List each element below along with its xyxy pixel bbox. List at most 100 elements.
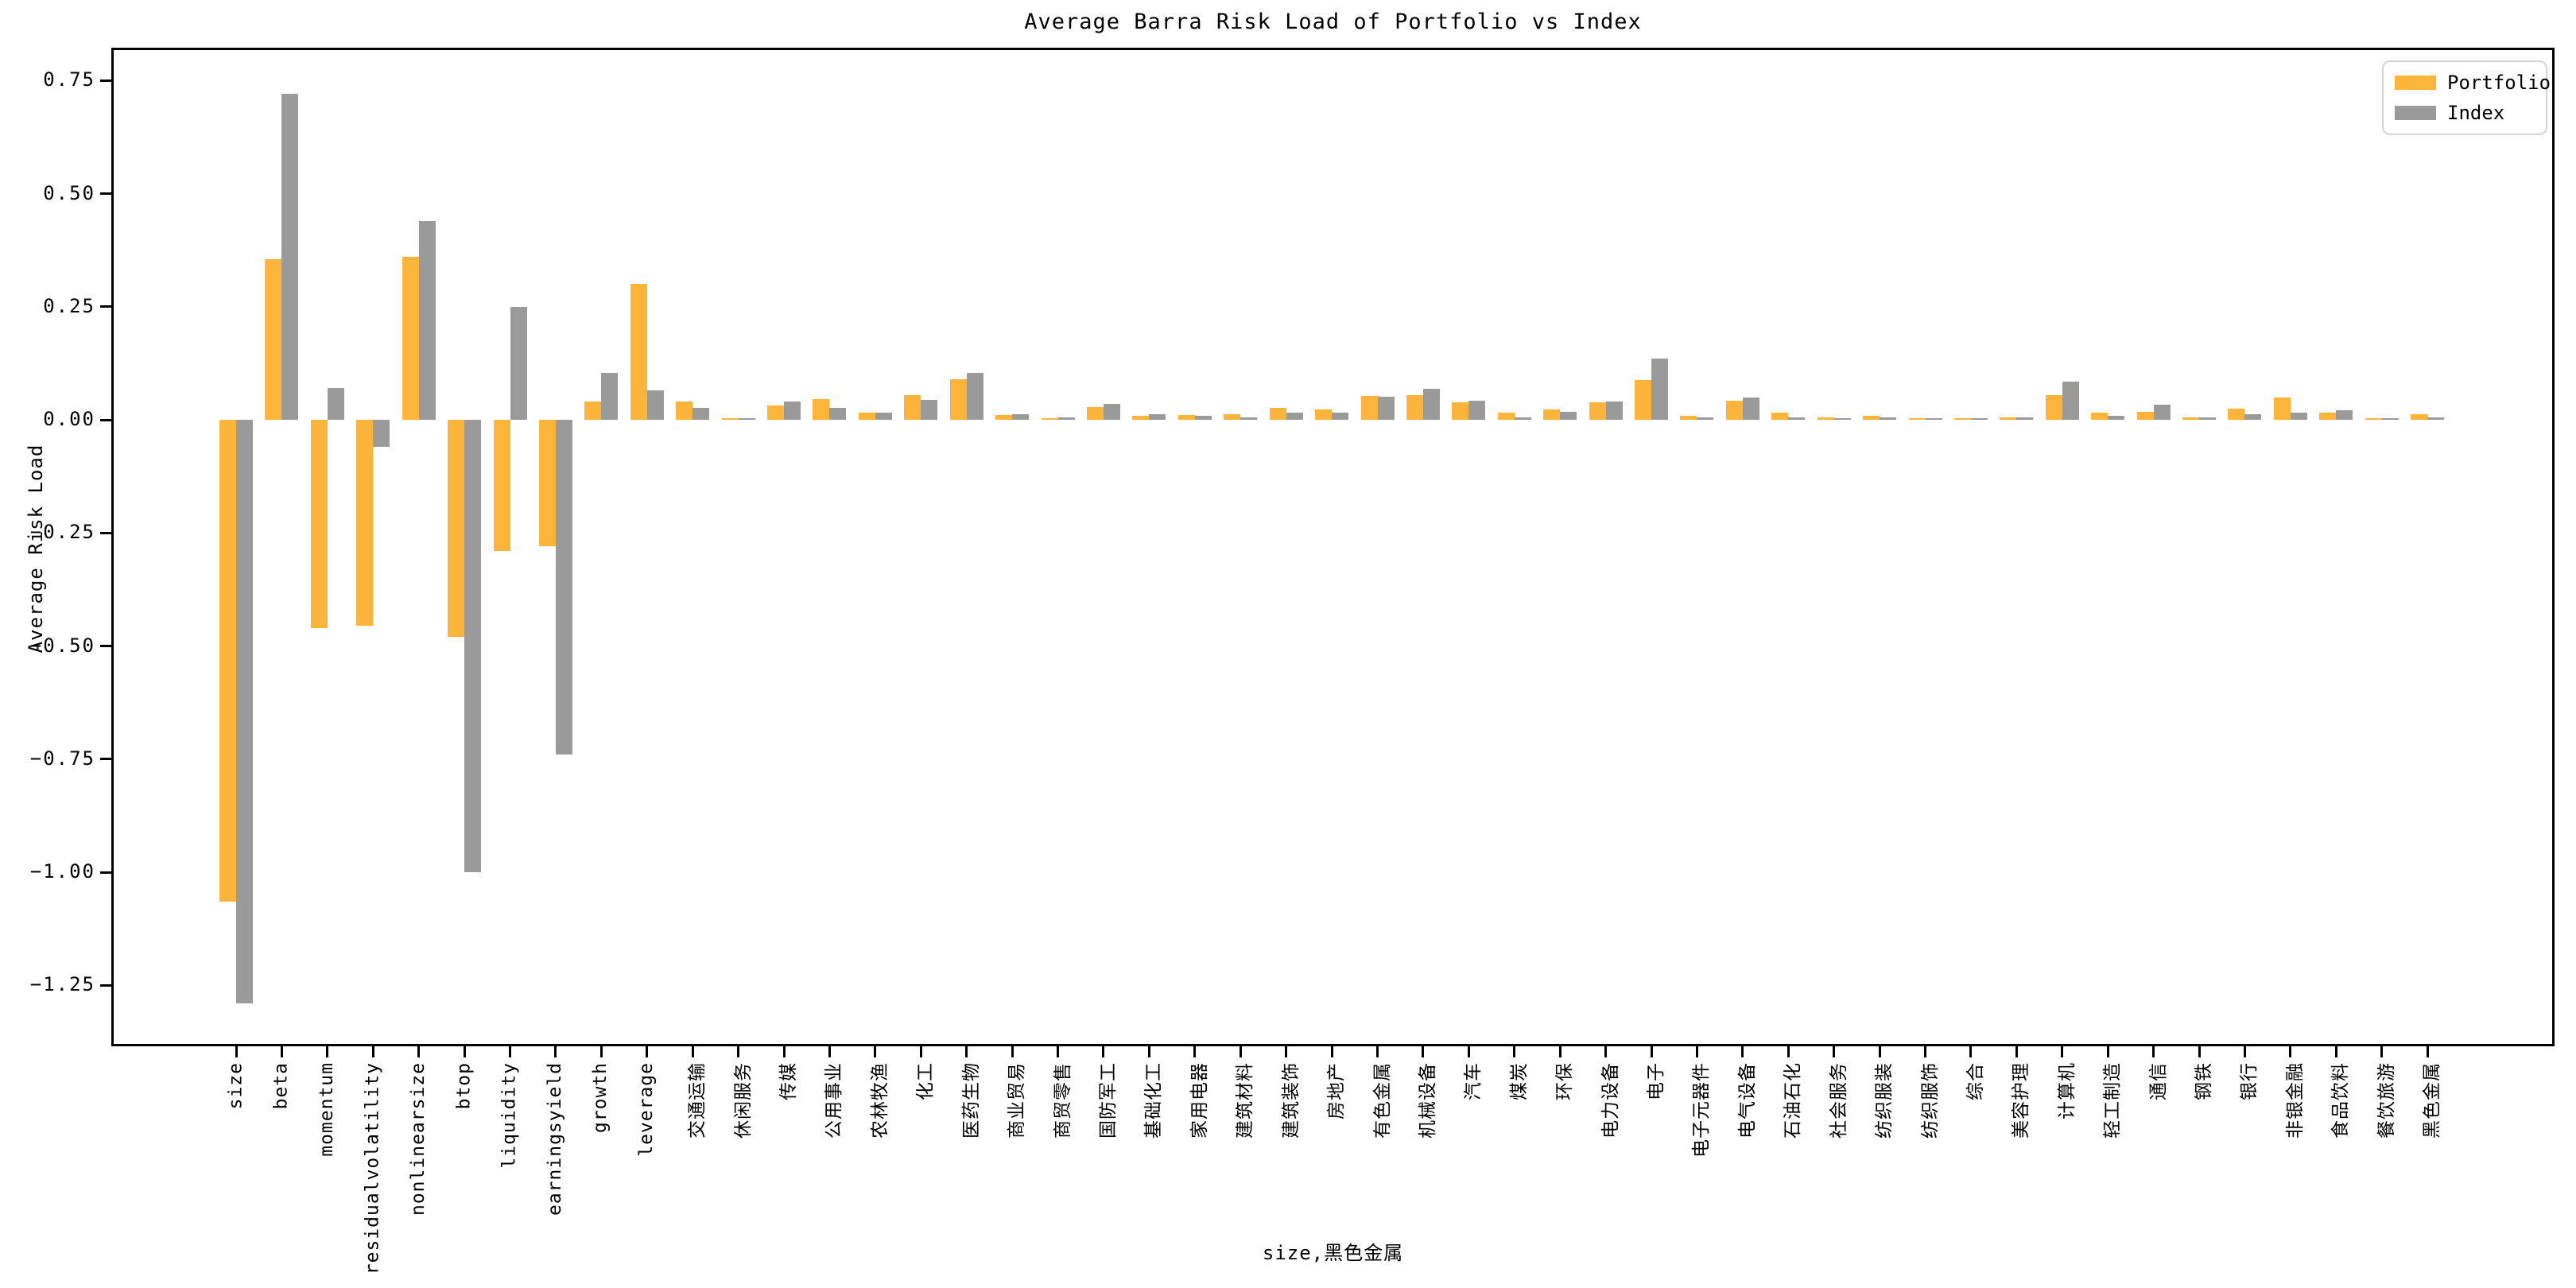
x-tick-mark	[326, 1046, 329, 1057]
bar-portfolio-建筑材料	[1224, 413, 1241, 420]
x-tick-mark	[235, 1046, 238, 1057]
x-tick-mark	[2380, 1046, 2384, 1057]
x-tick-label-text: 休闲服务	[732, 1062, 754, 1139]
x-tick-label-text: 商业贸易	[1007, 1062, 1028, 1139]
y-tick-label: −0.75	[29, 747, 95, 770]
x-tick-mark	[1787, 1046, 1790, 1057]
x-tick-label-text: growth	[590, 1062, 611, 1134]
x-tick-mark	[1376, 1046, 1379, 1057]
x-tick-label-text: 建筑材料	[1235, 1062, 1256, 1139]
x-tick-mark	[2106, 1046, 2109, 1057]
y-tick-label: 0.25	[43, 294, 95, 317]
bar-index-liquidity	[510, 306, 527, 420]
x-tick-label-text: 轻工制造	[2102, 1062, 2124, 1139]
x-tick-label-text: 食品饮料	[2330, 1062, 2352, 1139]
x-tick-mark	[1650, 1046, 1653, 1057]
x-tick-mark	[1011, 1046, 1014, 1057]
bar-index-电力设备	[1605, 401, 1623, 420]
x-tick-label-text: 环保	[1554, 1062, 1576, 1100]
bar-portfolio-growth	[584, 402, 602, 420]
x-tick-label-text: leverage	[635, 1062, 657, 1157]
bar-index-轻工制造	[2108, 416, 2125, 420]
x-tick-mark	[965, 1046, 968, 1057]
x-tick-label-text: 黑色金属	[2422, 1062, 2443, 1139]
bar-portfolio-nonlinearsize	[402, 257, 419, 420]
bar-portfolio-黑色金属	[2411, 414, 2428, 420]
x-tick-mark	[2152, 1046, 2155, 1057]
bar-portfolio-石油石化	[1771, 412, 1789, 420]
x-tick-label-text: 机械设备	[1417, 1062, 1438, 1139]
portfolio-swatch-icon	[2395, 76, 2436, 90]
bar-portfolio-餐饮旅游	[2365, 418, 2382, 420]
x-tick-mark	[1833, 1046, 1836, 1057]
bar-portfolio-size	[219, 420, 236, 902]
x-tick-mark	[1513, 1046, 1516, 1057]
y-tick-label: −1.00	[29, 860, 95, 883]
bar-index-商业贸易	[1012, 413, 1030, 420]
bar-index-休闲服务	[738, 418, 755, 420]
x-tick-label-text: 化工	[915, 1062, 937, 1100]
bar-index-earningsyield	[555, 420, 572, 755]
y-axis-title: Average Risk Load	[25, 444, 47, 654]
bar-portfolio-基础化工	[1132, 415, 1150, 420]
bar-index-美容护理	[2016, 417, 2034, 420]
legend-label-index: Index	[2447, 102, 2505, 124]
x-tick-mark	[1285, 1046, 1288, 1057]
x-tick-mark	[691, 1046, 694, 1057]
x-tick-mark	[2015, 1046, 2018, 1057]
x-tick-mark	[2198, 1046, 2201, 1057]
x-tick-mark	[1147, 1046, 1150, 1057]
x-tick-label-text: 石油石化	[1783, 1062, 1804, 1139]
bar-index-电气设备	[1742, 397, 1759, 420]
bar-index-建筑材料	[1240, 417, 1258, 420]
y-tick-mark	[100, 305, 111, 308]
x-tick-mark	[2334, 1046, 2337, 1057]
bar-portfolio-电子元器件	[1680, 416, 1697, 420]
bar-index-通信	[2153, 404, 2171, 420]
x-tick-mark	[1102, 1046, 1105, 1057]
x-tick-label-text: 美容护理	[2011, 1062, 2032, 1139]
y-tick-label: −1.25	[29, 973, 95, 996]
x-tick-label-text: 煤炭	[1508, 1062, 1530, 1100]
bar-index-beta	[281, 94, 299, 420]
x-tick-label-text: momentum	[316, 1062, 337, 1157]
x-tick-mark	[1422, 1046, 1425, 1057]
bar-index-商贸零售	[1057, 417, 1075, 420]
x-tick-mark	[1604, 1046, 1608, 1057]
bar-index-医药生物	[966, 373, 983, 420]
x-tick-mark	[1057, 1046, 1060, 1057]
bar-portfolio-电力设备	[1589, 402, 1606, 420]
bar-index-食品饮料	[2336, 410, 2353, 420]
x-tick-label-text: liquidity	[499, 1062, 520, 1169]
bar-index-size	[236, 420, 253, 1003]
x-tick-label-text: 电子元器件	[1691, 1062, 1713, 1158]
bar-index-石油石化	[1788, 417, 1806, 420]
bar-portfolio-商业贸易	[995, 414, 1013, 420]
x-tick-label-text: 电力设备	[1600, 1062, 1621, 1139]
bar-portfolio-传媒	[767, 405, 785, 420]
bar-index-leverage	[646, 390, 664, 420]
y-tick-mark	[100, 645, 111, 647]
bar-index-residualvolatility	[373, 420, 390, 448]
y-tick-mark	[100, 758, 111, 761]
bar-index-电子	[1651, 358, 1669, 420]
x-tick-mark	[599, 1046, 603, 1057]
x-tick-label-text: 纺织服饰	[1919, 1062, 1941, 1139]
y-tick-label: 0.75	[43, 68, 95, 91]
bar-index-黑色金属	[2427, 417, 2445, 420]
x-tick-mark	[371, 1046, 374, 1057]
x-tick-label-text: 基础化工	[1143, 1062, 1165, 1139]
bar-portfolio-beta	[265, 259, 282, 420]
x-tick-mark	[554, 1046, 557, 1057]
bar-index-钢铁	[2199, 417, 2217, 420]
x-tick-mark	[646, 1046, 649, 1057]
x-tick-label-text: 纺织服装	[1874, 1062, 1895, 1139]
bar-portfolio-纺织服饰	[1908, 418, 1926, 420]
x-tick-label-text: 国防军工	[1097, 1062, 1119, 1139]
bar-index-汽车	[1468, 400, 1486, 420]
x-tick-mark	[1239, 1046, 1242, 1057]
x-tick-label-text: beta	[270, 1062, 292, 1110]
x-tick-label-text: 通信	[2147, 1062, 2169, 1100]
bar-portfolio-有色金属	[1360, 396, 1378, 420]
bar-index-房地产	[1332, 412, 1349, 420]
